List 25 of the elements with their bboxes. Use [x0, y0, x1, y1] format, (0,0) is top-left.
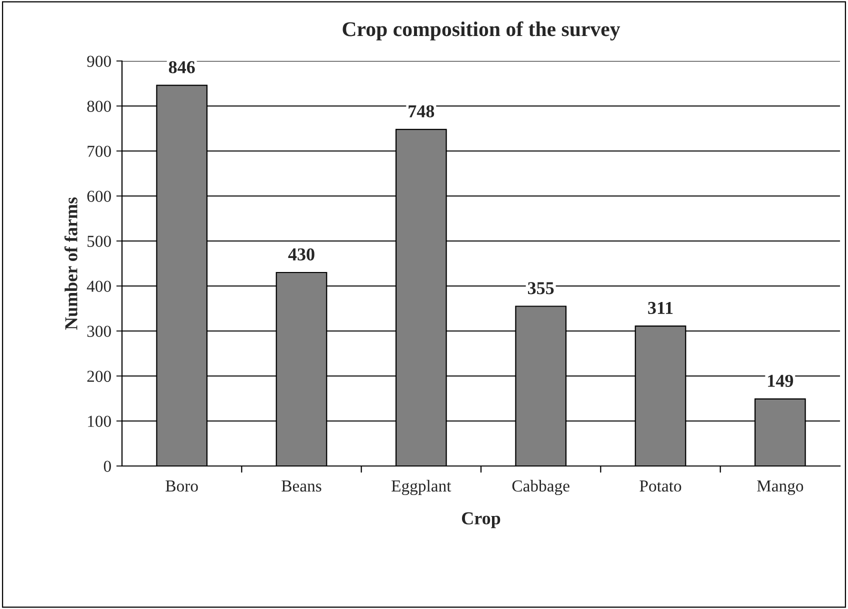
x-tick-label: Eggplant — [392, 480, 452, 496]
chart-title: Crop composition of the survey — [342, 21, 620, 40]
data-label: 846 — [168, 61, 195, 74]
x-tick-label: Beans — [282, 480, 322, 492]
data-label: 355 — [528, 282, 554, 294]
y-tick-label: 800 — [87, 100, 111, 112]
y-tick-label: 500 — [88, 236, 111, 247]
data-label: 748 — [408, 105, 434, 118]
y-tick-label: 300 — [87, 326, 111, 337]
x-tick-label: Cabbage — [512, 480, 570, 496]
y-axis-title: Number of farms — [64, 197, 78, 330]
data-label: 149 — [768, 374, 794, 387]
y-tick-label: 0 — [104, 460, 111, 472]
data-label: 311 — [648, 302, 673, 314]
data-label: 430 — [288, 248, 314, 260]
x-axis-title: Crop — [462, 512, 500, 528]
y-tick-label: 600 — [87, 190, 111, 202]
x-tick-label: Mango — [757, 480, 804, 496]
y-tick-label: 400 — [86, 280, 111, 292]
x-tick-label: Potato — [640, 480, 682, 492]
y-tick-label: 100 — [88, 416, 111, 427]
y-tick-label: 700 — [88, 146, 111, 157]
y-tick-label: 900 — [87, 56, 111, 67]
y-tick-label: 200 — [87, 370, 111, 382]
x-tick-label: Boro — [166, 480, 198, 492]
